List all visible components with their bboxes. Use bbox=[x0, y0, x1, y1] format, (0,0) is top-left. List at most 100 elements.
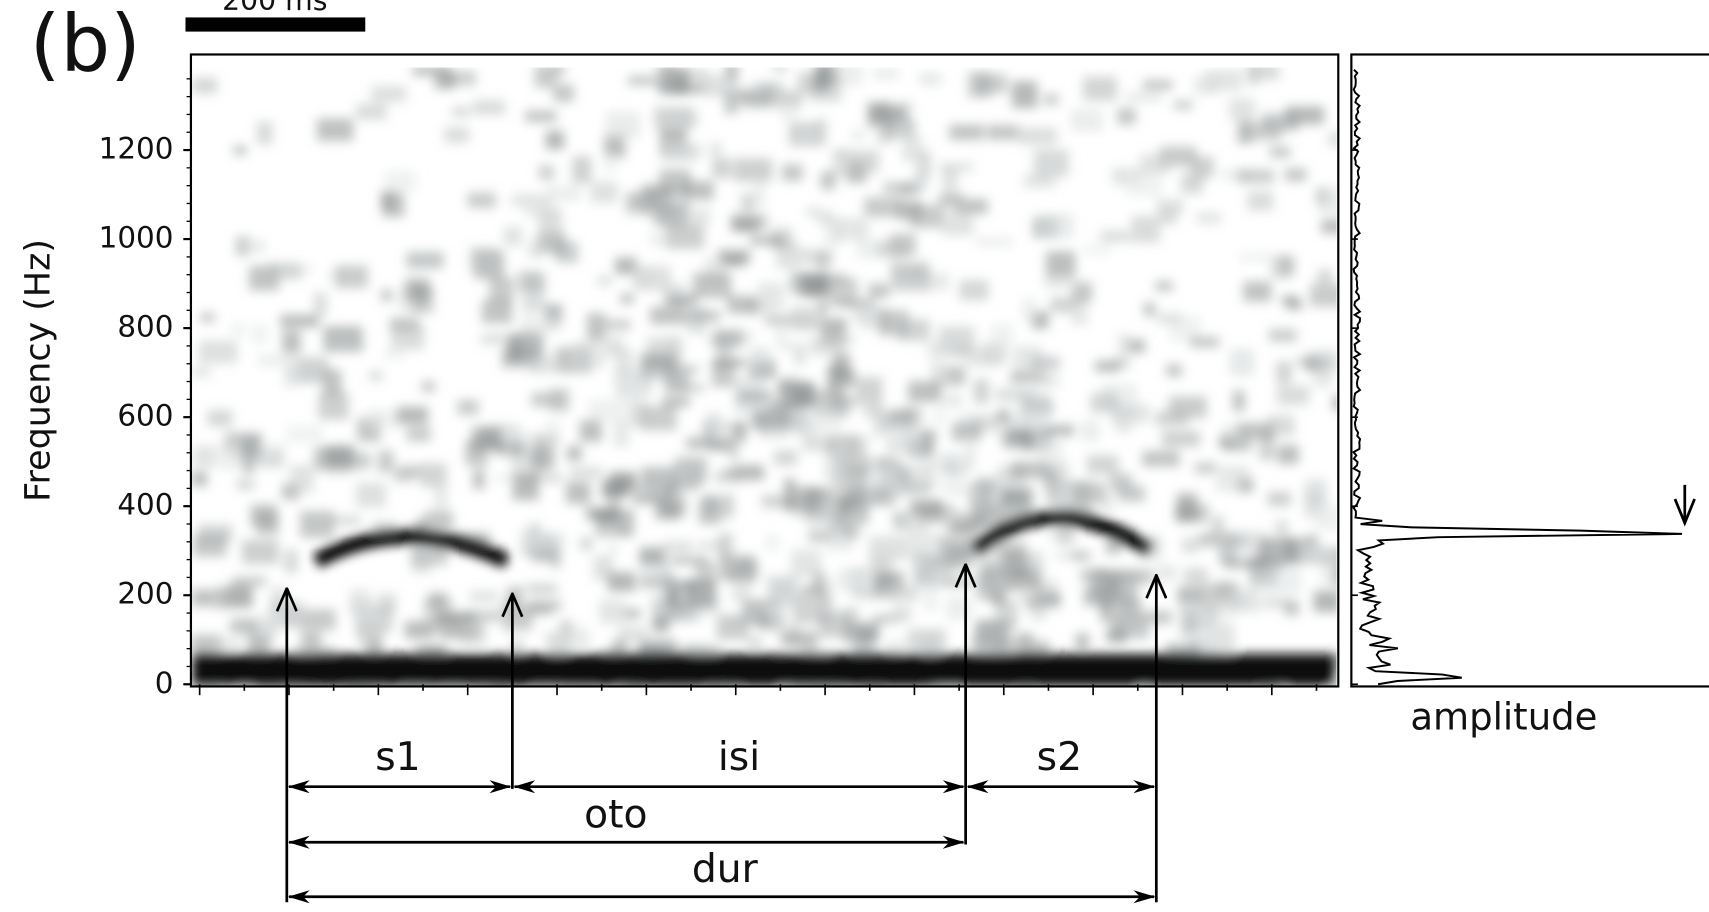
noise-blob bbox=[629, 402, 649, 427]
noise-blob bbox=[1177, 586, 1203, 604]
noise-blob bbox=[907, 464, 936, 489]
noise-blob bbox=[607, 572, 636, 592]
noise-blob bbox=[1106, 628, 1127, 644]
noise-blob bbox=[891, 264, 930, 292]
noise-blob bbox=[199, 312, 216, 323]
noise-blob bbox=[1189, 336, 1219, 348]
noise-blob bbox=[289, 465, 314, 493]
noise-blob bbox=[1277, 445, 1299, 464]
noise-blob bbox=[1166, 364, 1182, 377]
noise-blob bbox=[1011, 81, 1038, 109]
noise-blob bbox=[377, 450, 394, 473]
noise-blob bbox=[919, 72, 942, 86]
noise-blob bbox=[617, 626, 648, 642]
noise-blob bbox=[942, 167, 958, 191]
noise-blob bbox=[818, 612, 850, 638]
noise-blob bbox=[724, 91, 739, 114]
noise-blob bbox=[207, 410, 233, 427]
noise-blob bbox=[1044, 276, 1071, 289]
noise-blob bbox=[1154, 411, 1189, 426]
noise-blob bbox=[528, 600, 562, 611]
noise-blob bbox=[851, 130, 866, 140]
noise-blob bbox=[832, 159, 852, 177]
noise-blob bbox=[1070, 108, 1104, 132]
noise-blob bbox=[511, 193, 551, 207]
noise-blob bbox=[286, 424, 324, 444]
noise-blob bbox=[923, 587, 938, 612]
noise-blob bbox=[391, 323, 425, 350]
noise-blob bbox=[1021, 297, 1036, 322]
noise-blob bbox=[1218, 436, 1230, 448]
noise-blob bbox=[472, 100, 506, 115]
noise-blob bbox=[607, 543, 620, 555]
noise-blob bbox=[231, 322, 245, 336]
noise-blob bbox=[546, 185, 582, 202]
noise-blob bbox=[428, 592, 448, 609]
noise-blob bbox=[897, 200, 922, 221]
noise-blob bbox=[768, 604, 791, 628]
noise-blob bbox=[569, 466, 603, 479]
noise-blob bbox=[627, 76, 655, 86]
noise-blob bbox=[192, 589, 214, 607]
noise-blob bbox=[816, 302, 829, 313]
noise-blob bbox=[941, 213, 974, 236]
noise-blob bbox=[897, 318, 930, 341]
noise-blob bbox=[259, 451, 284, 469]
noise-blob bbox=[372, 521, 396, 531]
amplitude-frame bbox=[1350, 53, 1709, 688]
noise-blob bbox=[286, 601, 304, 628]
low-band bbox=[192, 653, 1337, 686]
noise-blob bbox=[1309, 284, 1337, 307]
noise-blob bbox=[380, 190, 395, 211]
noise-blob bbox=[1313, 591, 1337, 612]
noise-blob bbox=[271, 587, 287, 610]
annotation-label: isi bbox=[718, 735, 760, 780]
noise-blob bbox=[912, 173, 928, 192]
noise-blob bbox=[667, 294, 698, 306]
noise-blob bbox=[1156, 199, 1184, 215]
noise-blob bbox=[1180, 173, 1204, 194]
noise-blob bbox=[1045, 472, 1058, 501]
noise-blob bbox=[405, 278, 430, 300]
y-tick-label: 200 bbox=[117, 577, 173, 611]
noise-blob bbox=[280, 314, 320, 328]
noise-blob bbox=[944, 576, 973, 588]
noise-blob bbox=[797, 127, 821, 144]
noise-blob bbox=[300, 510, 334, 538]
noise-blob bbox=[872, 67, 899, 80]
noise-blob bbox=[1321, 219, 1337, 234]
y-tick-label: 1000 bbox=[99, 221, 174, 255]
noise-blob bbox=[1332, 395, 1337, 411]
noise-blob bbox=[666, 110, 699, 127]
noise-blob bbox=[614, 257, 638, 275]
noise-blob bbox=[674, 456, 708, 484]
noise-blob bbox=[750, 235, 785, 246]
annotation-label: oto bbox=[584, 793, 647, 838]
noise-blob bbox=[783, 478, 796, 489]
noise-blob bbox=[537, 210, 563, 232]
noise-blob bbox=[551, 67, 566, 77]
noise-blob bbox=[464, 610, 501, 622]
noise-blob bbox=[1156, 312, 1182, 325]
noise-blob bbox=[318, 392, 349, 420]
noise-blob bbox=[1131, 215, 1161, 243]
noise-blob bbox=[892, 511, 906, 530]
annotation-lines bbox=[287, 564, 1157, 904]
noise-blob bbox=[972, 642, 1002, 655]
noise-blob bbox=[414, 645, 445, 655]
noise-blob bbox=[355, 482, 386, 508]
noise-blob bbox=[406, 426, 431, 442]
noise-blob bbox=[313, 446, 352, 471]
noise-blob bbox=[662, 397, 690, 407]
noise-blob bbox=[604, 134, 626, 159]
noise-blob bbox=[944, 366, 966, 386]
noise-blob bbox=[712, 358, 746, 368]
noise-blob bbox=[773, 450, 798, 466]
noise-blob bbox=[995, 387, 1035, 402]
noise-blob bbox=[531, 530, 567, 549]
noise-blob bbox=[1071, 297, 1089, 326]
noise-blob bbox=[1260, 554, 1285, 571]
noise-blob bbox=[585, 507, 619, 521]
noise-blob bbox=[510, 332, 544, 360]
noise-blob bbox=[814, 67, 829, 90]
